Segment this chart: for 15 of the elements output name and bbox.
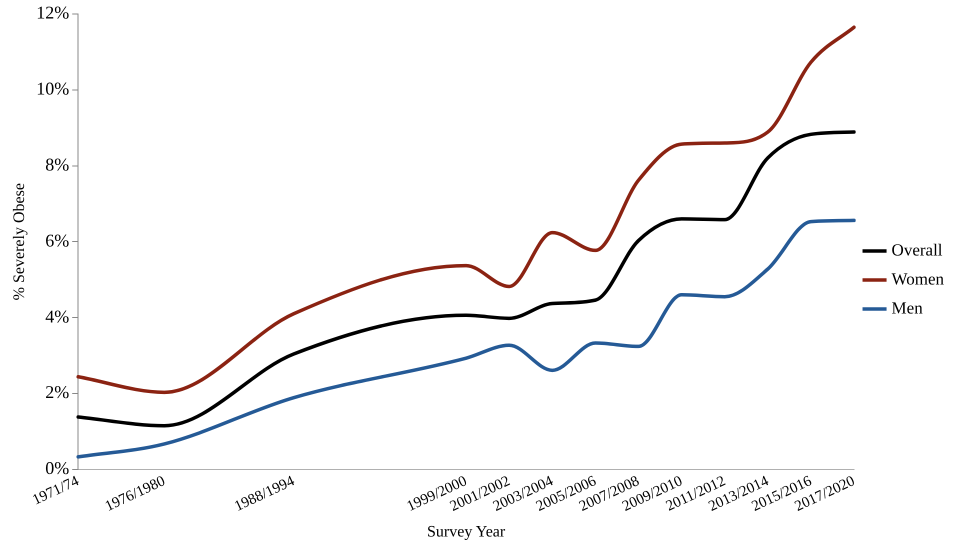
y-tick-label: 0% xyxy=(45,458,70,478)
x-axis-title: Survey Year xyxy=(427,524,506,541)
y-axis-title: % Severely Obese xyxy=(10,183,28,300)
y-tick-label: 8% xyxy=(45,154,70,175)
line-series xyxy=(76,218,856,459)
legend-label: Women xyxy=(892,269,944,288)
line-series xyxy=(76,130,856,428)
y-tick-label: 2% xyxy=(45,382,70,402)
legend-label: Men xyxy=(892,298,924,318)
line-series xyxy=(76,26,856,394)
legend-label: Overall xyxy=(892,240,943,260)
y-tick-label: 4% xyxy=(45,306,70,326)
y-tick-label: 6% xyxy=(45,230,70,250)
y-tick-label: 12% xyxy=(36,2,70,23)
y-tick-label: 10% xyxy=(36,78,70,99)
